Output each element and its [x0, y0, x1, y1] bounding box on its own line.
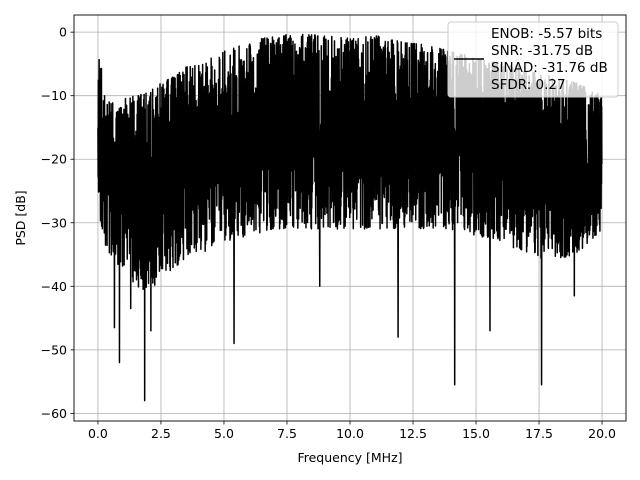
x-tick-label: 7.5 [277, 426, 297, 441]
legend-line-sfdr: SFDR: 0.27 [491, 77, 566, 93]
x-tick-label: 5.0 [214, 426, 234, 441]
y-tick-label: 0 [59, 25, 67, 40]
y-tick-label: −20 [41, 152, 67, 167]
y-tick-label: −50 [41, 342, 67, 357]
series-layer [97, 33, 603, 402]
legend-line-sinad: SINAD: -31.76 dB [491, 60, 608, 76]
x-tick-label: 20.0 [588, 426, 616, 441]
legend-line-enob: ENOB: -5.57 bits [491, 26, 602, 42]
ticks: 0.0 2.5 5.0 7.5 10.0 12.5 15.0 17.5 20.0 0 −10 −20 −… [41, 25, 616, 441]
y-tick-label: −30 [41, 215, 67, 230]
y-tick-label: −60 [41, 406, 67, 421]
x-tick-label: 10.0 [336, 426, 364, 441]
x-tick-label: 17.5 [525, 426, 553, 441]
y-tick-label: −40 [41, 279, 67, 294]
x-tick-label: 0.0 [88, 426, 108, 441]
y-tick-label: −10 [41, 88, 67, 103]
x-axis-label: Frequency [MHz] [297, 450, 402, 465]
psd-series-line [97, 33, 603, 402]
legend: ENOB: -5.57 bits SNR: -31.75 dB SINAD: -… [447, 21, 619, 98]
x-tick-label: 12.5 [399, 426, 427, 441]
legend-line-snr: SNR: -31.75 dB [491, 43, 593, 59]
x-tick-label: 15.0 [462, 426, 490, 441]
plot-area [97, 33, 603, 402]
legend-box [447, 21, 619, 98]
x-tick-label: 2.5 [151, 426, 171, 441]
y-axis-label: PSD [dB] [13, 190, 28, 245]
